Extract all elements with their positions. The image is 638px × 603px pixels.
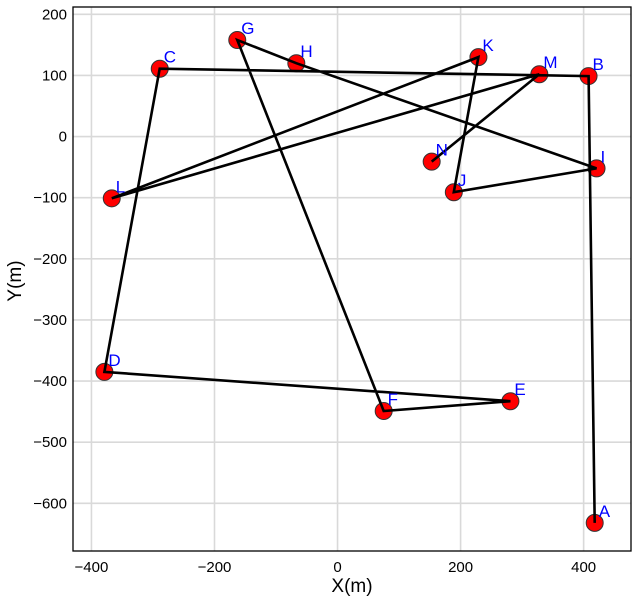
point-label-f: F [388,390,398,409]
y-tick-label: −100 [33,190,67,207]
point-label-k: K [482,36,494,55]
x-tick-label: 0 [333,559,341,576]
x-tick-label: −400 [75,559,109,576]
point-label-d: D [108,351,120,370]
y-tick-label: 100 [42,67,67,84]
plot-frame [72,6,632,552]
point-label-l: L [116,177,125,196]
y-tick-label: −200 [33,251,67,268]
y-tick-label: 200 [42,6,67,23]
point-label-g: G [241,19,254,38]
point-label-a: A [599,502,611,521]
route-polyline [102,37,597,523]
y-tick-label: −600 [33,495,67,512]
x-tick-label: 400 [571,559,596,576]
point-label-j: J [458,171,467,190]
point-label-c: C [164,48,176,67]
y-axis-label: Y(m) [5,260,26,301]
route-path [102,37,597,523]
point-label-m: M [543,53,557,72]
point-label-e: E [514,380,525,399]
y-tick-label: −500 [33,434,67,451]
y-tick-label: −300 [33,312,67,329]
grid-lines [73,7,631,551]
x-axis-label: X(m) [331,576,372,597]
x-tick-label: −200 [198,559,232,576]
point-label-n: N [436,141,448,160]
point-label-i: I [601,147,606,166]
point-labels: A B C D E F G H I J K L M N [108,19,610,521]
y-axis-ticks: 200 100 0 −100 −200 −300 −400 −500 −600 [33,6,67,512]
y-tick-label: −400 [33,373,67,390]
x-tick-label: 200 [448,559,473,576]
y-tick-label: 0 [59,129,67,146]
point-label-b: B [593,55,604,74]
point-label-h: H [300,42,312,61]
x-axis-ticks: −400 −200 0 200 400 [75,559,597,576]
